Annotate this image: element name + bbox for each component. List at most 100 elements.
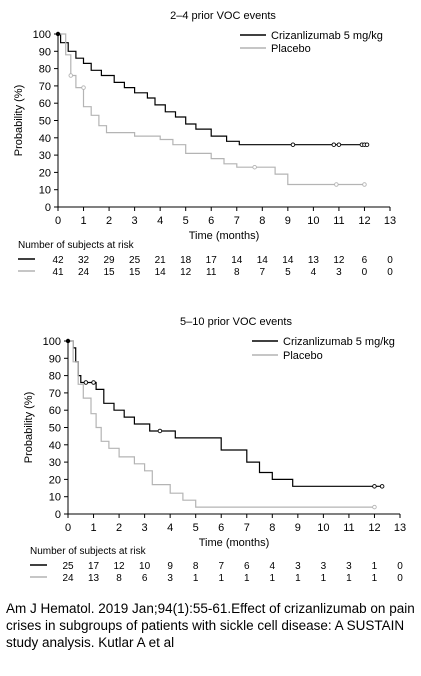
chart1-y-tick-label: 40	[39, 133, 51, 145]
chart2-risk-count: 1	[244, 573, 250, 584]
chart2-risk-count: 17	[88, 561, 100, 572]
chart2-y-tick-label: 50	[49, 423, 61, 435]
chart1-y-tick-label: 90	[39, 46, 51, 58]
chart2-x-tick-label: 0	[65, 522, 71, 534]
chart1-risk-count: 14	[231, 255, 243, 266]
chart2-x-tick-label: 9	[295, 522, 301, 534]
chart1-crizanlizumab-censor-mark	[290, 142, 296, 147]
chart1-risk-count: 24	[78, 267, 90, 278]
chart2-y-tick-label: 0	[55, 509, 61, 521]
chart2-placebo-line	[68, 340, 375, 508]
chart2-x-axis-label: Time (months)	[199, 537, 270, 549]
chart1-risk-count: 14	[282, 255, 294, 266]
chart2-crizanlizumab-censor-mark	[372, 484, 377, 489]
chart1-risk-count: 11	[206, 267, 217, 278]
chart2-risk-count: 13	[88, 573, 100, 584]
chart1-risk-count: 12	[333, 255, 345, 266]
chart1-crizanlizumab-censor-mark	[331, 142, 337, 147]
chart2-risk-count: 8	[193, 561, 199, 572]
chart2-crizanlizumab-censor-mark	[91, 380, 96, 385]
chart2-risk-count: 6	[142, 573, 148, 584]
chart2-x-tick-label: 12	[368, 522, 380, 534]
chart2-risk-count: 6	[244, 561, 250, 572]
chart1-x-tick-label: 5	[183, 215, 189, 227]
chart2-risk-count: 1	[346, 573, 352, 584]
chart1-risk-count: 6	[362, 255, 368, 266]
chart1-placebo-censor-mark	[68, 73, 74, 78]
chart1-risk-count: 14	[155, 267, 167, 278]
chart1-risk-count: 15	[129, 267, 141, 278]
chart1-y-tick-label: 60	[39, 98, 51, 110]
chart2-risk-count: 24	[62, 573, 74, 584]
chart1-y-tick-label: 0	[45, 202, 51, 214]
chart2-risk-count: 0	[397, 561, 403, 572]
chart2-risk-count: 10	[139, 561, 151, 572]
chart1-risk-count: 4	[311, 267, 317, 278]
chart1-risk-count: 12	[180, 267, 192, 278]
chart2-x-tick-label: 5	[193, 522, 199, 534]
chart2-start-point	[65, 338, 71, 344]
chart1-risk-count: 8	[234, 267, 240, 278]
chart1-risk-count: 0	[387, 255, 393, 266]
chart1-risk-count: 42	[52, 255, 64, 266]
chart1-x-tick-label: 11	[333, 215, 344, 227]
chart2-x-tick-label: 10	[317, 522, 329, 534]
chart2-y-tick-label: 20	[49, 474, 61, 486]
chart1-x-tick-label: 10	[307, 215, 319, 227]
chart2-title: 5–10 prior VOC events	[180, 316, 292, 328]
chart1-legend-label-crizanlizumab: Crizanlizumab 5 mg/kg	[271, 30, 383, 42]
chart2-risk-count: 0	[397, 573, 403, 584]
chart2-risk-count: 9	[167, 561, 173, 572]
chart1-x-tick-label: 13	[384, 215, 396, 227]
chart2-crizanlizumab-line	[68, 340, 383, 487]
chart2-x-tick-label: 7	[244, 522, 250, 534]
chart1-risk-count: 7	[260, 267, 266, 278]
chart2-crizanlizumab-censor-mark	[379, 484, 385, 489]
chart2-risk-count: 1	[372, 573, 378, 584]
chart2-risk-count: 7	[218, 561, 224, 572]
chart2-x-tick-label: 1	[90, 522, 96, 534]
chart2-risk-count: 8	[116, 573, 122, 584]
chart2-risk-count: 12	[114, 561, 126, 572]
chart2-x-tick-label: 13	[394, 522, 406, 534]
chart1-y-tick-label: 100	[33, 29, 51, 41]
chart1-x-tick-label: 4	[157, 215, 163, 227]
chart1-x-tick-label: 3	[132, 215, 138, 227]
chart1-x-tick-label: 12	[358, 215, 370, 227]
chart1-risk-count: 17	[206, 255, 218, 266]
chart2-y-tick-label: 80	[49, 371, 61, 383]
chart1-x-tick-label: 7	[234, 215, 240, 227]
chart1-y-tick-label: 70	[39, 81, 51, 93]
chart1-risk-count: 18	[180, 255, 192, 266]
chart1-placebo-censor-mark	[334, 182, 339, 187]
chart1-risk-count: 0	[387, 267, 393, 278]
chart1-crizanlizumab-censor-mark	[364, 142, 370, 147]
chart1-y-tick-label: 30	[39, 150, 51, 162]
chart2-y-tick-label: 100	[43, 336, 61, 348]
chart1-title: 2–4 prior VOC events	[170, 10, 276, 22]
chart1-risk-count: 15	[104, 267, 116, 278]
chart1-risk-count: 3	[336, 267, 342, 278]
chart1-x-tick-label: 1	[80, 215, 86, 227]
chart1-placebo-censor-mark	[252, 164, 257, 170]
chart1-crizanlizumab-censor-mark	[336, 142, 342, 147]
chart2-legend-label-crizanlizumab: Crizanlizumab 5 mg/kg	[283, 336, 395, 348]
chart1-y-tick-label: 20	[39, 167, 51, 179]
chart2-risk-count: 3	[295, 561, 301, 572]
chart2-risk-count: 1	[218, 573, 224, 584]
chart2-x-tick-label: 2	[116, 522, 122, 534]
chart2-risk-count: 1	[295, 573, 301, 584]
chart1-risk-count: 32	[78, 255, 90, 266]
chart2-risk-count: 25	[62, 561, 74, 572]
chart2-risk-count: 1	[372, 561, 378, 572]
chart1-risk-count: 13	[308, 255, 320, 266]
chart1-placebo-censor-mark	[362, 182, 367, 187]
chart1-x-tick-label: 9	[285, 215, 291, 227]
chart1-placebo-censor-mark	[81, 85, 86, 90]
chart1-y-axis-label: Probability (%)	[13, 85, 25, 157]
chart2-crizanlizumab-censor-mark	[157, 428, 163, 434]
chart2-y-tick-label: 60	[49, 405, 61, 417]
chart1-risk-count: 14	[257, 255, 269, 266]
chart1-x-axis-label: Time (months)	[189, 230, 260, 242]
